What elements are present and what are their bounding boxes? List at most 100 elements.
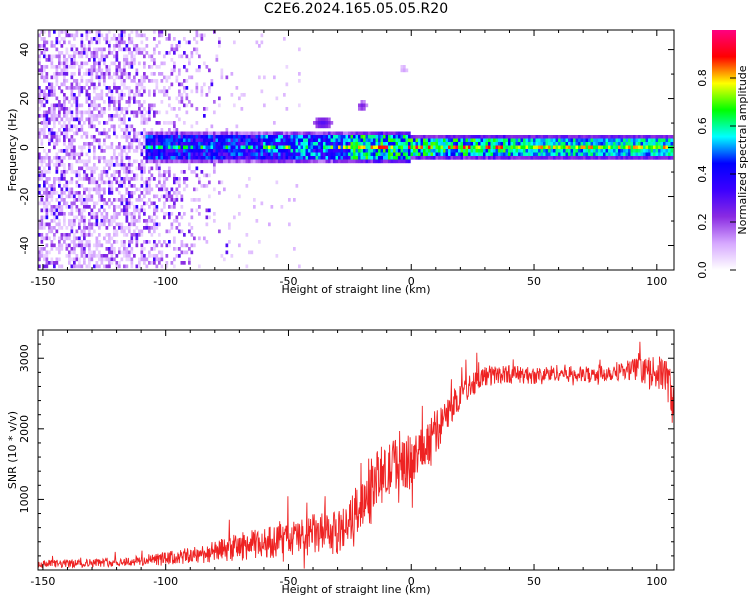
heatmap-cell xyxy=(150,254,154,258)
heatmap-cell xyxy=(160,208,164,213)
heatmap-cell xyxy=(458,149,461,153)
heatmap-cell xyxy=(153,131,156,136)
heatmap-cell xyxy=(118,198,121,202)
heatmap-cell xyxy=(305,135,309,139)
heatmap-cell xyxy=(85,187,89,192)
heatmap-cell xyxy=(290,156,294,160)
heatmap-cell xyxy=(83,215,86,220)
heatmap-cell xyxy=(60,163,64,167)
heatmap-cell xyxy=(48,170,51,174)
heatmap-cell xyxy=(160,61,164,66)
heatmap-cell xyxy=(633,135,636,139)
heatmap-cell xyxy=(195,82,199,87)
heatmap-cell xyxy=(65,96,69,101)
heatmap-cell xyxy=(73,131,76,136)
heatmap-cell xyxy=(70,58,74,62)
heatmap-cell xyxy=(390,149,394,153)
heatmap-cell xyxy=(130,201,134,206)
heatmap-cell xyxy=(75,243,79,248)
heatmap-cell xyxy=(305,156,309,160)
heatmap-cell xyxy=(248,177,251,181)
heatmap-cell xyxy=(60,243,64,248)
heatmap-cell xyxy=(43,236,46,241)
heatmap-cell xyxy=(105,121,109,125)
heatmap-cell xyxy=(70,72,74,76)
heatmap-cell xyxy=(128,131,131,136)
heatmap-cell xyxy=(255,156,259,160)
heatmap-cell xyxy=(45,156,49,160)
heatmap-cell xyxy=(320,152,324,157)
heatmap-cell xyxy=(275,180,279,185)
heatmap-cell xyxy=(165,149,169,153)
heatmap-cell xyxy=(218,40,221,45)
heatmap-cell xyxy=(88,96,91,101)
heatmap-cell xyxy=(135,93,139,97)
heatmap-cell xyxy=(153,229,156,234)
heatmap-cell xyxy=(628,135,631,139)
heatmap-cell xyxy=(398,135,401,139)
heatmap-cell xyxy=(110,37,114,41)
heatmap-cell xyxy=(263,75,266,80)
heatmap-cell xyxy=(88,110,91,115)
heatmap-cell xyxy=(53,243,56,248)
heatmap-cell xyxy=(275,152,279,157)
heatmap-cell xyxy=(45,47,49,52)
heatmap-cell xyxy=(658,138,661,143)
heatmap-cell xyxy=(498,152,501,157)
heatmap-cell xyxy=(255,142,259,146)
heatmap-cell xyxy=(45,135,49,139)
heatmap-cell xyxy=(63,114,66,118)
heatmap-cell xyxy=(135,114,139,118)
heatmap-cell xyxy=(170,261,174,265)
heatmap-cell xyxy=(663,149,666,153)
heatmap-cell xyxy=(110,93,114,97)
heatmap-cell xyxy=(120,107,124,111)
heatmap-cell xyxy=(380,131,384,136)
heatmap-cell xyxy=(118,47,121,52)
heatmap-cell xyxy=(163,212,166,216)
heatmap-cell xyxy=(333,131,336,136)
heatmap-cell xyxy=(190,131,194,136)
heatmap-cell xyxy=(325,131,329,136)
heatmap-cell xyxy=(58,257,61,262)
heatmap-cell xyxy=(85,226,89,230)
heatmap-cell xyxy=(145,187,149,192)
heatmap-cell xyxy=(545,156,549,160)
heatmap-cell xyxy=(40,30,44,34)
heatmap-cell xyxy=(83,250,86,255)
heatmap-cell xyxy=(40,177,44,181)
spectrogram-y-label: Frequency (Hz) xyxy=(6,109,19,192)
heatmap-cell xyxy=(183,86,186,90)
heatmap-cell xyxy=(363,131,366,136)
heatmap-cell xyxy=(168,173,171,178)
heatmap-cell xyxy=(88,44,91,48)
heatmap-cell xyxy=(598,156,601,160)
heatmap-cell xyxy=(98,33,101,38)
heatmap-cell xyxy=(203,173,206,178)
heatmap-cell xyxy=(70,117,74,122)
heatmap-cell xyxy=(180,93,184,97)
heatmap-cell xyxy=(328,145,331,150)
heatmap-cell xyxy=(123,205,126,209)
snr-frame xyxy=(37,329,675,571)
heatmap-cell xyxy=(133,222,136,227)
heatmap-cell xyxy=(133,110,136,115)
heatmap-cell xyxy=(120,250,124,255)
heatmap-cell xyxy=(208,142,211,146)
heatmap-cell xyxy=(398,149,401,153)
heatmap-cell xyxy=(165,89,169,94)
heatmap-cell xyxy=(190,103,194,108)
heatmap-cell xyxy=(80,37,84,41)
heatmap-cell xyxy=(115,51,119,55)
heatmap-cell xyxy=(298,156,301,160)
heatmap-cell xyxy=(323,135,326,139)
heatmap-cell xyxy=(123,135,126,139)
heatmap-cell xyxy=(188,138,191,143)
heatmap-cell xyxy=(155,264,159,269)
heatmap-cell xyxy=(43,30,46,34)
heatmap-cell xyxy=(550,142,554,146)
heatmap-cell xyxy=(60,173,64,178)
heatmap-cell xyxy=(180,198,184,202)
heatmap-cell xyxy=(133,236,136,241)
heatmap-cell xyxy=(43,54,46,59)
